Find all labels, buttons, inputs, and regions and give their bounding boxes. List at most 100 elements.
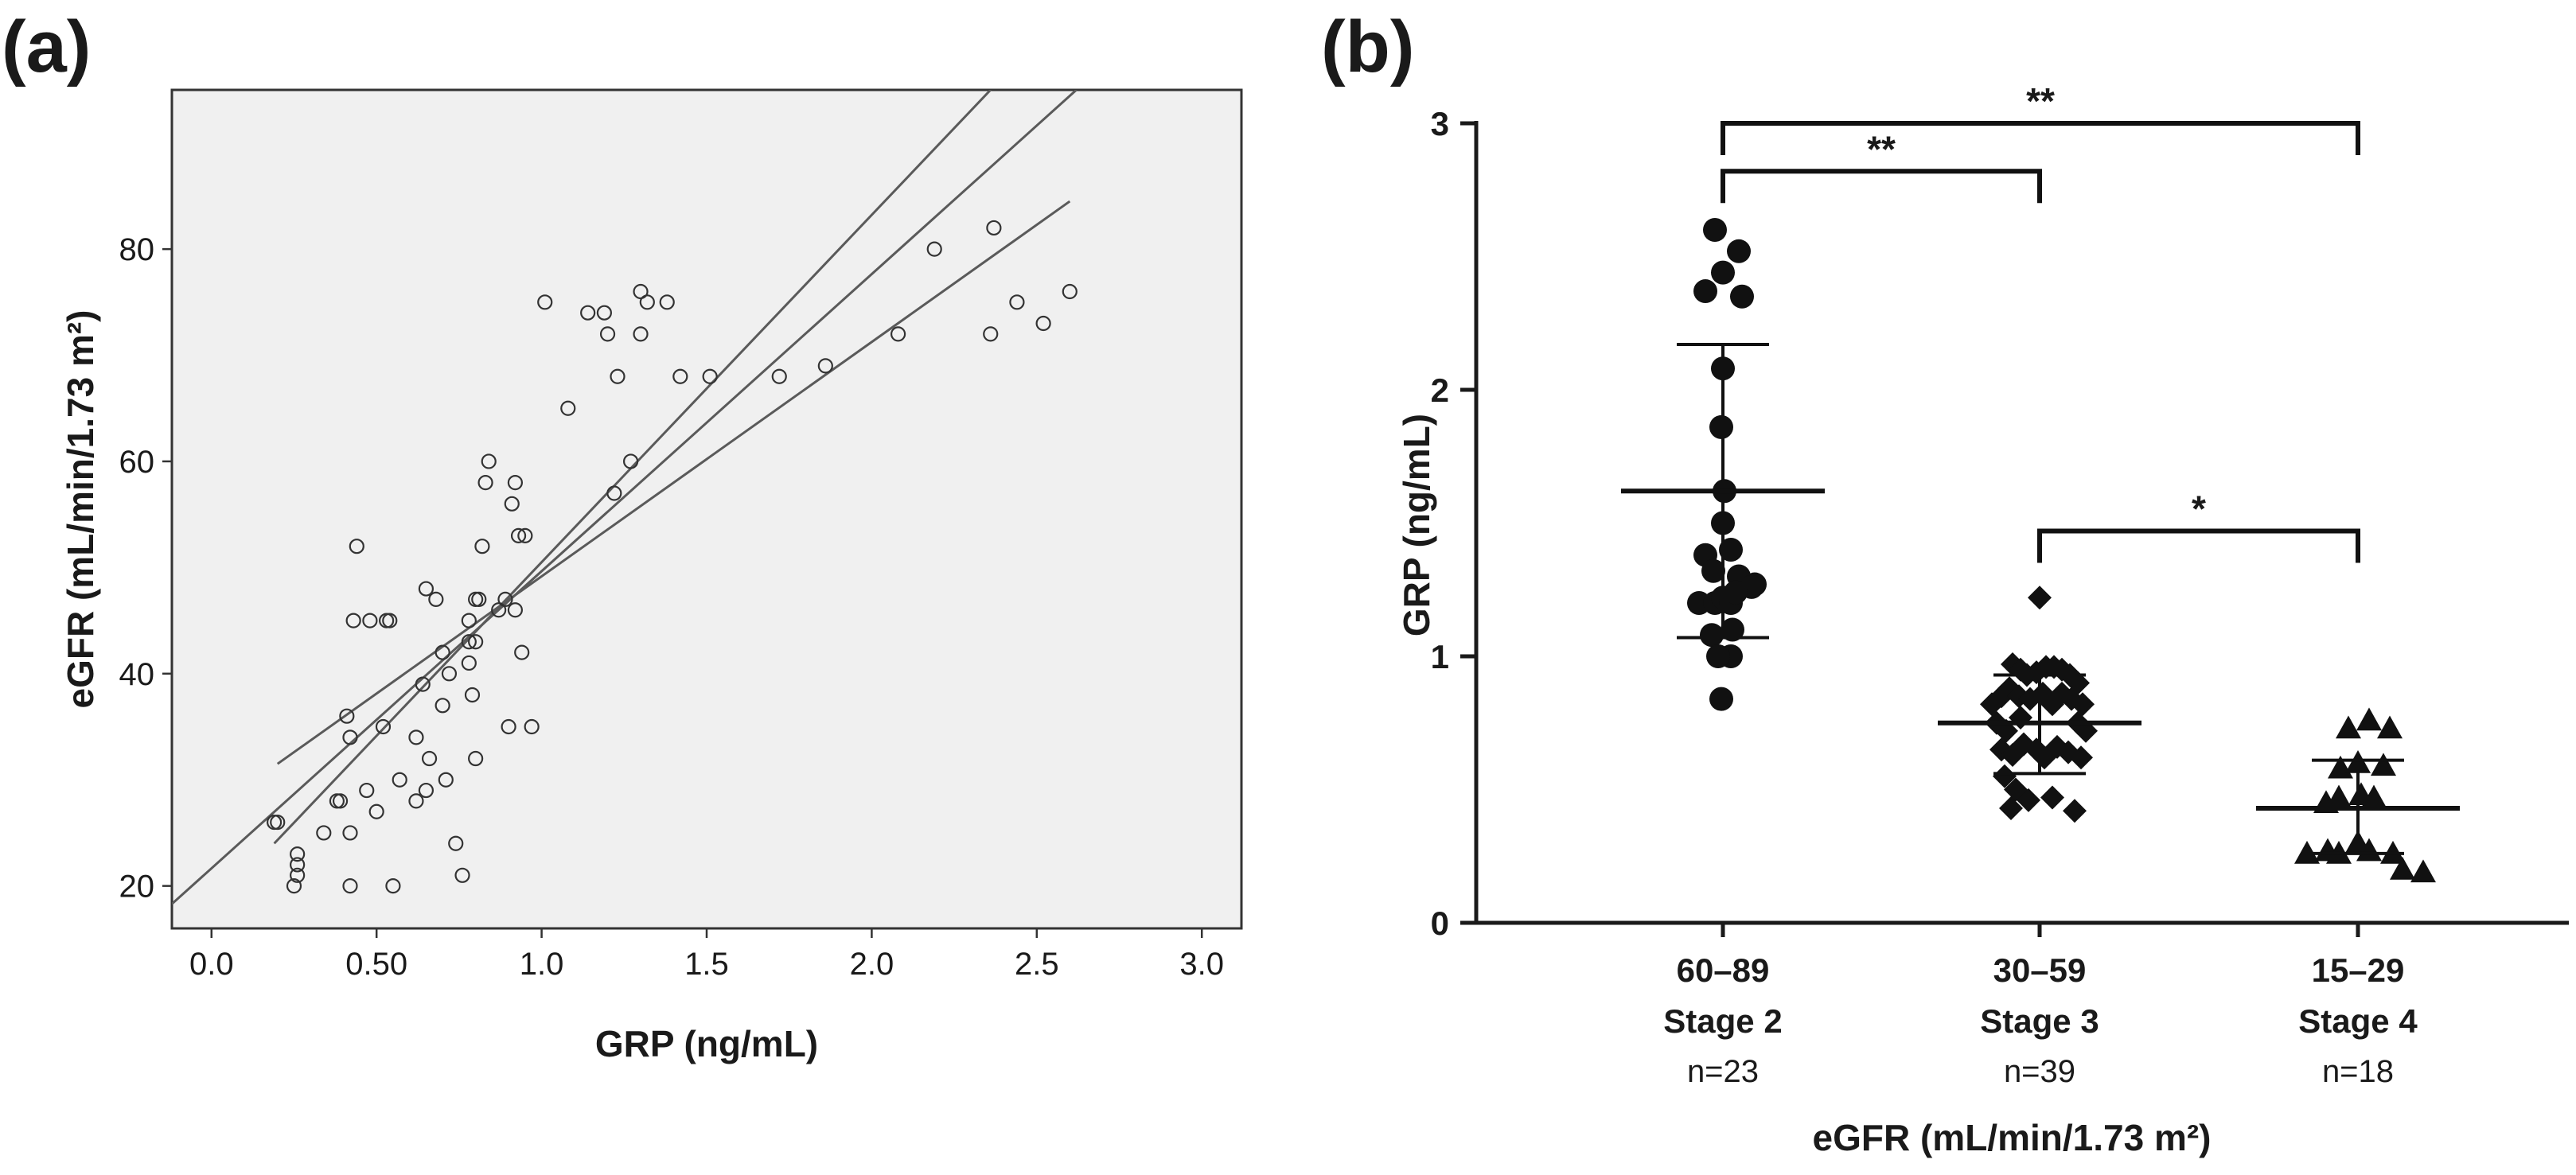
data-point — [375, 718, 392, 735]
data-point — [362, 613, 378, 628]
data-point — [599, 326, 616, 342]
panel-b-label: (b) — [1321, 6, 1414, 88]
category-stage-label: Stage 2 — [1663, 1002, 1782, 1040]
data-point — [1062, 283, 1078, 300]
y-tick-label: 60 — [119, 445, 155, 480]
data-point — [771, 368, 787, 384]
data-point — [1724, 580, 1748, 605]
regression-line-0 — [172, 90, 1078, 905]
data-point — [1993, 764, 2017, 788]
data-point — [2028, 586, 2052, 610]
data-point — [1709, 687, 1733, 711]
data-point — [2326, 784, 2352, 808]
data-point — [986, 220, 1002, 236]
data-point — [1727, 239, 1751, 263]
regression-line-1 — [273, 90, 992, 845]
data-point — [474, 539, 490, 554]
data-point — [501, 718, 516, 735]
data-point — [2356, 707, 2382, 731]
data-point — [507, 602, 524, 618]
x-tick-label: 3.0 — [1179, 947, 1224, 982]
data-point — [342, 878, 358, 894]
data-point — [514, 644, 530, 660]
y-tick-label: 2 — [1431, 372, 1449, 409]
data-point — [1035, 315, 1051, 332]
panel-b-significance-brackets: ***** — [1721, 80, 2360, 563]
panel-a-plot-area — [170, 88, 1243, 930]
data-point — [1701, 558, 1725, 583]
data-point — [2069, 745, 2093, 770]
data-point — [382, 613, 398, 628]
data-point — [2410, 859, 2436, 883]
panel-a-x-ticks: 0.0 0.50 1.0 1.5 2.0 2.5 3.0 — [189, 928, 1224, 982]
data-point — [418, 581, 435, 597]
x-tick-label: 1.5 — [684, 947, 729, 982]
data-point — [560, 400, 576, 416]
data-point — [316, 825, 332, 841]
category-n-label: n=18 — [2322, 1054, 2394, 1089]
data-point — [471, 591, 487, 608]
data-point — [639, 294, 655, 310]
data-point — [368, 803, 384, 819]
group-2 — [1938, 586, 2141, 823]
data-point — [339, 708, 355, 724]
data-point — [2361, 784, 2387, 808]
data-point — [461, 655, 477, 671]
y-tick-label: 1 — [1431, 638, 1449, 675]
y-tick-label: 80 — [119, 232, 155, 267]
data-point — [622, 453, 639, 469]
panel-b-y-ticks: 0 1 2 3 — [1431, 105, 1476, 942]
x-tick-label: 2.0 — [850, 947, 894, 982]
category-stage-label: Stage 3 — [1980, 1002, 2099, 1040]
significance-bracket — [2037, 528, 2360, 563]
category-range-label: 15–29 — [2312, 951, 2405, 989]
data-point — [290, 846, 306, 862]
significance-bracket — [1721, 121, 2360, 155]
x-tick-label: 0.50 — [345, 947, 407, 982]
data-point — [1711, 260, 1735, 285]
data-point — [672, 368, 688, 384]
data-point — [1703, 218, 1727, 242]
significance-bracket — [1721, 169, 2042, 204]
panel-b-y-axis-title: GRP (ng/mL) — [1396, 414, 1437, 636]
data-point — [633, 283, 649, 300]
data-point — [468, 750, 484, 767]
data-point — [435, 644, 450, 660]
data-point — [2017, 788, 2040, 812]
y-tick-label: 0 — [1431, 905, 1449, 942]
data-point — [438, 772, 454, 788]
data-point — [633, 326, 649, 342]
data-point — [491, 602, 507, 618]
panel-a-scatter-plot: 0.0 0.50 1.0 1.5 2.0 2.5 3.0 20 40 60 80 GRP (ng/… — [60, 88, 1243, 1064]
panel-b-category-labels: 60–89 Stage 2 n=23 30–59 Stage 3 n=39 15–29 Sta… — [1663, 951, 2418, 1089]
data-point — [890, 326, 906, 342]
category-range-label: 30–59 — [1993, 951, 2087, 989]
data-point — [507, 475, 524, 491]
data-point — [481, 453, 497, 469]
data-point — [468, 634, 484, 650]
panel-b-axes — [1474, 121, 2569, 937]
data-point — [435, 698, 450, 714]
data-point — [392, 772, 407, 788]
data-point — [461, 613, 477, 628]
data-point — [580, 305, 596, 321]
data-point — [408, 793, 424, 809]
data-point — [421, 750, 438, 767]
data-point — [2040, 785, 2064, 810]
data-point — [359, 782, 375, 799]
data-point — [659, 294, 675, 310]
data-point — [1730, 284, 1754, 309]
data-point — [524, 718, 540, 735]
data-point — [290, 857, 306, 873]
significance-label: ** — [2026, 80, 2055, 122]
group-1 — [1621, 218, 1825, 711]
category-stage-label: Stage 4 — [2298, 1002, 2418, 1040]
data-point — [596, 305, 613, 321]
data-point — [2356, 838, 2382, 862]
data-point — [2294, 840, 2320, 864]
data-point — [286, 878, 302, 894]
data-point — [517, 527, 533, 543]
data-point — [454, 867, 470, 883]
data-point — [817, 358, 833, 374]
panel-a-x-axis-title: GRP (ng/mL) — [595, 1023, 818, 1064]
